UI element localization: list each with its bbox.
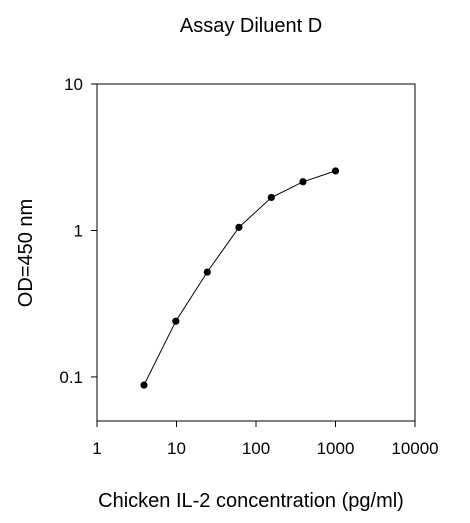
y-axis-label: OD=450 nm xyxy=(15,198,37,308)
x-tick-label: 1000 xyxy=(317,439,355,458)
data-point xyxy=(331,167,340,175)
data-point xyxy=(267,193,275,202)
y-tick-label: 1 xyxy=(74,221,83,240)
data-point xyxy=(299,178,307,186)
y-tick-label: 0.1 xyxy=(59,368,83,387)
chart-title: Assay Diluent D xyxy=(179,15,323,37)
y-axis: 0.1 1 10 xyxy=(59,75,97,387)
y-tick-label: 10 xyxy=(64,75,83,94)
data-point xyxy=(235,223,243,231)
series-line xyxy=(143,170,336,386)
x-tick-label: 100 xyxy=(242,439,270,458)
x-axis-label: Chicken IL-2 concentration (pg/ml) xyxy=(98,490,404,512)
data-point xyxy=(140,381,148,389)
x-tick-label: 10 xyxy=(167,439,186,458)
data-point xyxy=(203,268,211,276)
x-tick-label: 1 xyxy=(92,439,101,458)
plot-frame xyxy=(96,83,416,422)
x-axis: 1 10 100 1000 10000 xyxy=(92,421,439,458)
x-tick-label: 10000 xyxy=(391,439,438,458)
data-series xyxy=(140,167,340,389)
data-point xyxy=(172,317,180,325)
